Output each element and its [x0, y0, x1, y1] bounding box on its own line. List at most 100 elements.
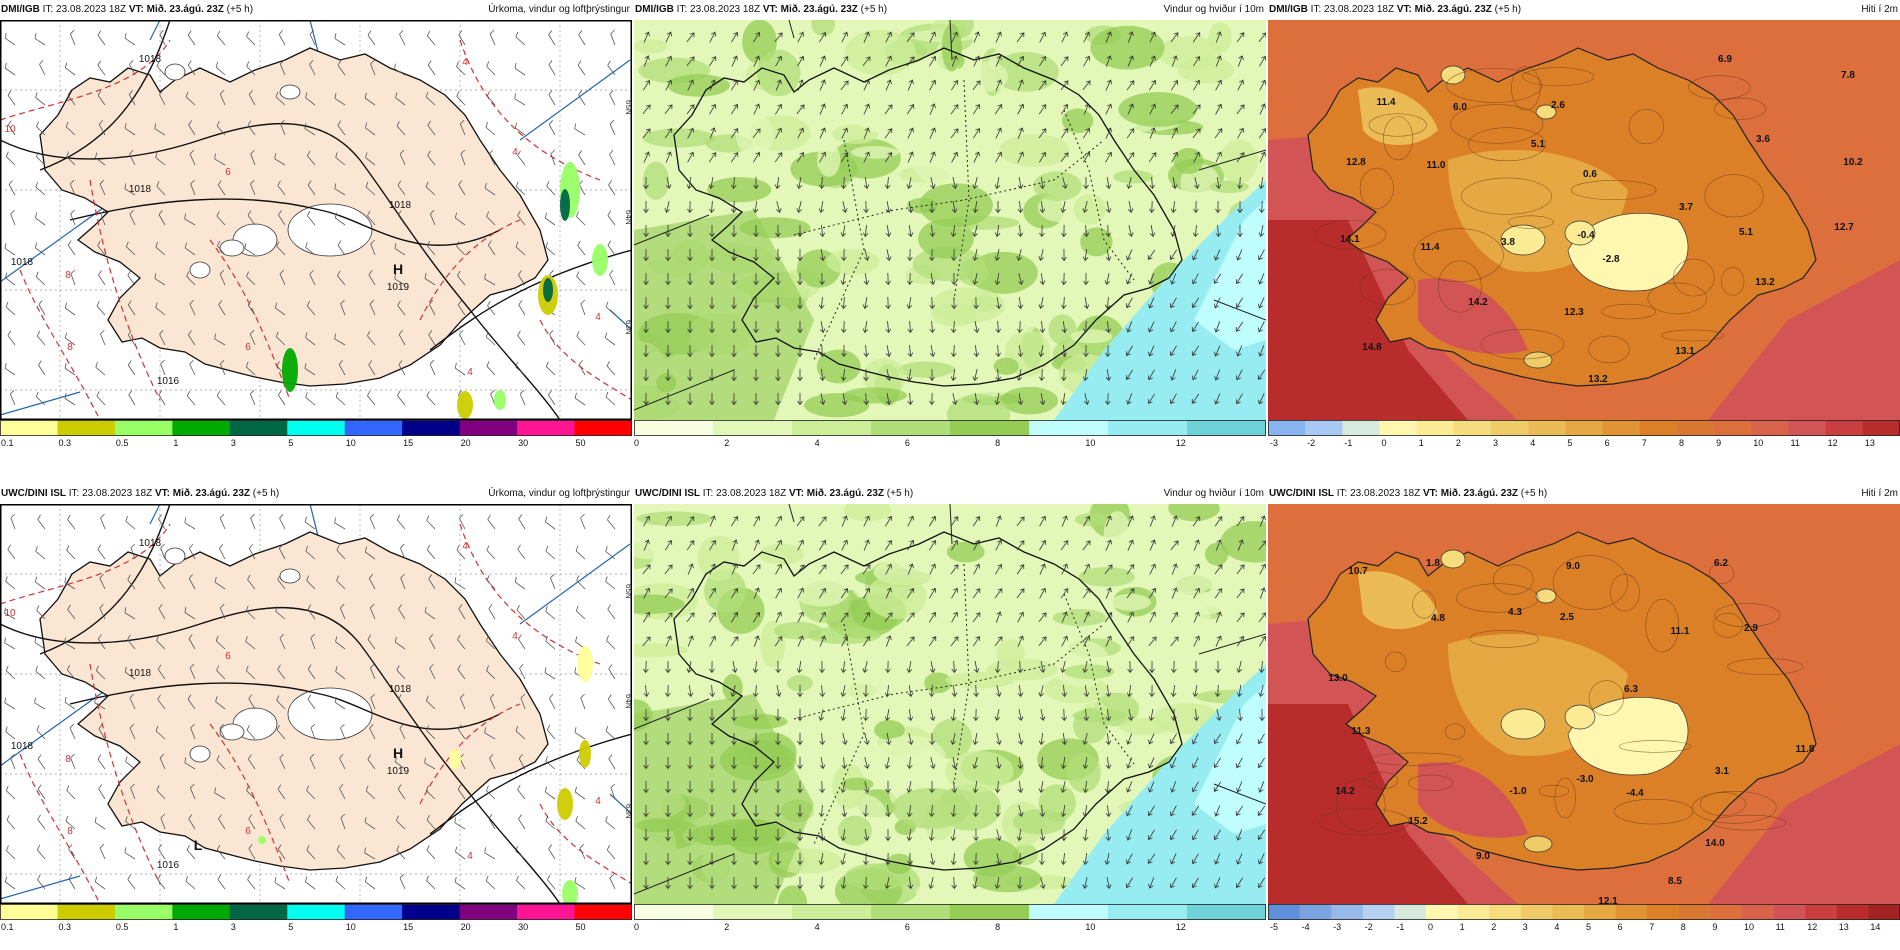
wind-arrow [863, 200, 869, 214]
wind-barb [127, 300, 136, 316]
wind-barb [398, 604, 406, 620]
temperature-value-label: 3.6 [1756, 134, 1770, 145]
wind-arrow [1083, 224, 1090, 238]
it-label: IT: [1310, 4, 1322, 15]
temperature-value-label: 11.8 [1796, 744, 1815, 755]
wind-barb [396, 121, 406, 136]
colorbar-tick-label: 10 [1085, 438, 1095, 448]
colorbar-tick-label: 0.5 [116, 922, 129, 932]
wind-barb [98, 270, 106, 286]
wind-arrow [1236, 781, 1243, 793]
wind-barb [214, 576, 226, 590]
wind-arrow [842, 201, 848, 213]
wind-arrow [885, 272, 891, 286]
wind-arrow [797, 273, 803, 286]
wind-arrow [753, 273, 759, 286]
isobar-label: 1018 [139, 538, 162, 549]
wind-arrow [1214, 345, 1221, 357]
offset-label: (+5 h) [226, 4, 254, 15]
wind-arrow [1235, 321, 1244, 332]
temperature-value-label: 13.1 [1675, 346, 1695, 357]
wind-arrow [906, 32, 915, 43]
wind-arrow [950, 516, 959, 527]
wind-arrow [1017, 224, 1024, 238]
wind-barb [399, 723, 406, 740]
wind-arrow [819, 249, 826, 262]
wind-arrow [885, 660, 891, 674]
wind-arrow [687, 369, 693, 382]
wind-barb [337, 240, 346, 256]
wind-barb [424, 757, 436, 770]
wind-barb [576, 575, 586, 590]
wind-arrow [643, 611, 651, 623]
wind-arrow [841, 539, 848, 551]
temperature-value-label: 12.7 [1834, 222, 1854, 233]
wind-arrow [709, 587, 717, 599]
wind-arrow [797, 297, 803, 310]
wind-barb [609, 150, 616, 166]
wind-barb [157, 694, 166, 710]
wind-arrow [1258, 660, 1265, 674]
wind-barb [340, 723, 346, 740]
wind-barb [127, 360, 136, 376]
wind-arrow [972, 516, 981, 527]
wind-barb [457, 664, 466, 680]
colorbar-tick-label: -3 [1333, 922, 1341, 932]
wind-barb [548, 60, 556, 76]
colorbar-tick-label: -1 [1396, 922, 1404, 932]
wind-arrow [885, 587, 892, 599]
wind-barb [426, 30, 436, 46]
wind-arrow [1126, 684, 1133, 698]
wind-arrow [1083, 708, 1090, 722]
wind-speed-area [947, 394, 1011, 420]
wind-barb [247, 874, 256, 890]
isobar-label: 1019 [387, 766, 410, 777]
colorbar-tick-label: 7 [1649, 922, 1654, 932]
wind-barb [424, 273, 436, 286]
projection-line [1213, 299, 1266, 321]
wind-arrow [907, 563, 914, 575]
temperature-contour [209, 239, 291, 401]
glacier-area [1567, 696, 1689, 776]
wind-arrow [1258, 540, 1266, 551]
temperature-contour [1601, 303, 1657, 320]
wind-barb [155, 241, 166, 256]
wind-barb [486, 90, 496, 106]
wind-arrow [775, 781, 781, 794]
wind-arrow [1259, 200, 1265, 214]
wind-arrow [1216, 709, 1222, 721]
wind-barb [574, 123, 586, 136]
wind-barb [575, 545, 586, 560]
wind-arrow [1214, 877, 1221, 889]
wind-arrow [752, 684, 759, 698]
product-title: Hiti í 2m [1861, 4, 1898, 15]
wind-arrow [1060, 661, 1066, 673]
offset-label: (+5 h) [252, 488, 280, 499]
wind-barb [604, 332, 616, 346]
wind-arrow [951, 611, 959, 623]
wind-barb [427, 150, 436, 166]
wind-arrow [1083, 31, 1090, 43]
wind-arrow [840, 80, 849, 91]
wind-arrow [841, 393, 848, 406]
wind-arrow [906, 177, 913, 190]
wind-speed-area [1208, 22, 1232, 53]
wind-barb [370, 693, 376, 710]
wind-speed-area [1028, 566, 1084, 614]
wind-barb [219, 89, 226, 106]
wind-barb [276, 724, 286, 740]
wind-barb [69, 29, 76, 46]
wind-arrow [973, 708, 979, 722]
wind-arrow [665, 249, 671, 262]
colorbar-tick-label: 7 [1642, 438, 1647, 448]
wind-arrow [1237, 224, 1243, 238]
colorbar-swatch [229, 904, 288, 920]
wind-arrow [730, 79, 739, 91]
wind-arrow [1017, 611, 1025, 623]
wind-arrow [1235, 273, 1244, 285]
wind-arrow [1039, 587, 1047, 599]
wind-arrow [1257, 877, 1266, 889]
wind-barb [429, 300, 436, 316]
wind-arrow [818, 296, 825, 310]
wind-barb [188, 574, 196, 590]
